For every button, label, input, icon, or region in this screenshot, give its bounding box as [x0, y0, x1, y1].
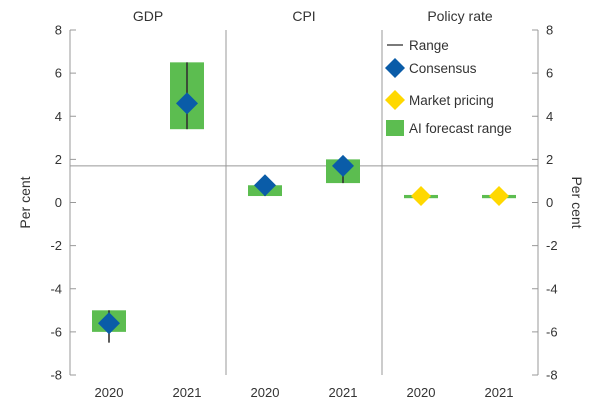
market-pricing-marker [489, 186, 509, 207]
legend-ai-forecast-swatch [386, 120, 404, 136]
legend-ai-forecast-label: AI forecast range [409, 121, 512, 136]
y-axis-title-right: Per cent [569, 176, 585, 228]
y-tick-label-right: -4 [546, 281, 558, 296]
y-tick-label-right: 4 [546, 109, 553, 124]
market-pricing-marker [411, 186, 431, 207]
y-tick-label-right: 8 [546, 23, 553, 38]
y-tick-label-right: 2 [546, 152, 553, 167]
legend-market-pricing-swatch [385, 90, 405, 110]
y-tick-label-left: 8 [55, 23, 62, 38]
panel-title: Policy rate [427, 8, 493, 24]
legend-range-label: Range [409, 38, 449, 53]
consensus-marker [176, 92, 198, 115]
y-tick-label-left: 0 [55, 195, 62, 210]
y-tick-label-left: -2 [50, 238, 62, 253]
y-tick-label-right: 6 [546, 66, 553, 81]
y-tick-label-left: 6 [55, 66, 62, 81]
legend-market-pricing-label: Market pricing [409, 93, 494, 108]
y-tick-label-right: -6 [546, 324, 558, 339]
x-tick-label: 2020 [95, 385, 124, 400]
y-tick-label-right: -8 [546, 368, 558, 383]
y-tick-label-left: 2 [55, 152, 62, 167]
y-tick-label-right: 0 [546, 195, 553, 210]
panel-title: GDP [133, 8, 163, 24]
y-axis-title-left: Per cent [17, 176, 33, 228]
x-tick-label: 2021 [173, 385, 202, 400]
y-tick-label-left: -6 [50, 324, 62, 339]
x-tick-label: 2021 [485, 385, 514, 400]
y-tick-label-left: -4 [50, 281, 62, 296]
consensus-marker [332, 154, 354, 177]
y-tick-label-right: -2 [546, 238, 558, 253]
x-tick-label: 2020 [407, 385, 436, 400]
legend-consensus-label: Consensus [409, 61, 477, 76]
x-tick-label: 2020 [251, 385, 280, 400]
legend-consensus-swatch [385, 58, 405, 78]
x-tick-label: 2021 [329, 385, 358, 400]
consensus-marker [98, 312, 120, 335]
panel-title: CPI [292, 8, 315, 24]
y-tick-label-left: 4 [55, 109, 62, 124]
y-tick-label-left: -8 [50, 368, 62, 383]
consensus-marker [254, 174, 276, 197]
